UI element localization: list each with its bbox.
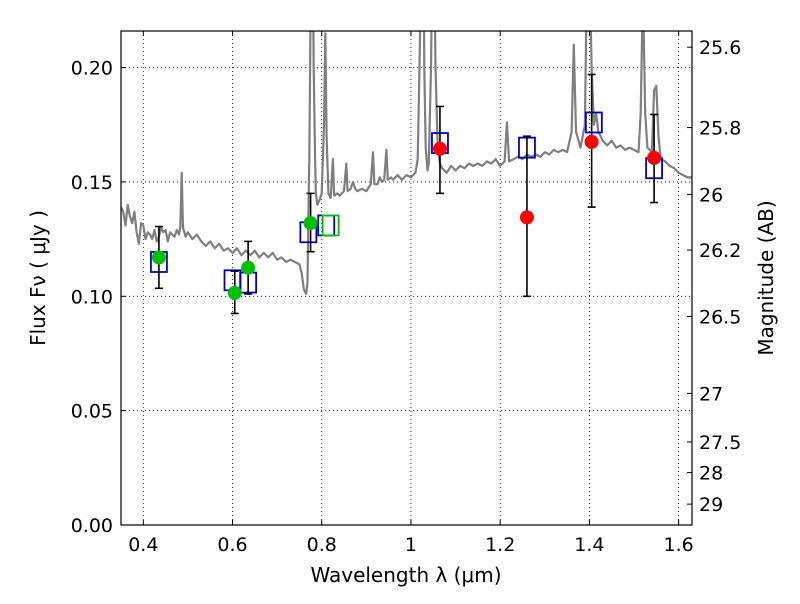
magnitude-tick-label: 26 (699, 184, 723, 206)
magnitude-tick-label: 27 (699, 383, 723, 405)
observed-flux-point (584, 134, 599, 149)
magnitude-tick-label: 25.6 (699, 37, 741, 59)
axis-ticks: 0.4 0.6 0.8 1 1.2 1.4 1.6 0.00 0.05 0.10 0.15 0.20 2… (71, 31, 741, 556)
observed-flux-point (519, 210, 534, 225)
magnitude-tick-label: 26.5 (699, 306, 741, 328)
data-layer (121, 31, 692, 315)
y-tick-label: 0.15 (71, 172, 113, 194)
y-tick-label: 0.20 (71, 58, 113, 80)
observed-flux-point (151, 250, 166, 265)
y-tick-label: 0.10 (71, 286, 113, 308)
magnitude-tick-label: 27.5 (699, 432, 741, 454)
magnitude-tick-label: 25.8 (699, 118, 741, 140)
observed-flux-point (241, 260, 256, 275)
observed-flux-point (303, 216, 318, 231)
model-flux-square (584, 111, 603, 134)
model-flux-square (321, 214, 340, 237)
x-axis-title: Wavelength λ (μm) (310, 563, 501, 587)
grid-lines (121, 31, 692, 526)
y-tick-label: 0.05 (71, 401, 113, 423)
model-spectrum-line (121, 31, 692, 296)
x-tick-label: 0.4 (128, 534, 158, 556)
y-axis-title: Flux Fν ( μJy ) (26, 210, 50, 346)
x-tick-label: 0.6 (217, 534, 247, 556)
magnitude-tick-label: 29 (699, 494, 723, 516)
magnitude-tick-label: 28 (699, 463, 723, 485)
observed-flux-point (432, 141, 447, 156)
model-flux-square (317, 214, 336, 237)
x-tick-label: 1 (405, 534, 417, 556)
x-tick-label: 1.6 (664, 534, 694, 556)
x-tick-label: 0.8 (307, 534, 337, 556)
x-tick-label: 1.2 (485, 534, 515, 556)
x-tick-label: 1.4 (574, 534, 604, 556)
magnitude-tick-label: 26.2 (699, 240, 741, 262)
observed-flux-point (227, 285, 242, 300)
plot-frame (120, 30, 693, 526)
observed-flux-point (647, 150, 662, 165)
right-axis-title: Magnitude (AB) (754, 200, 778, 355)
y-tick-label: 0.00 (71, 515, 113, 537)
